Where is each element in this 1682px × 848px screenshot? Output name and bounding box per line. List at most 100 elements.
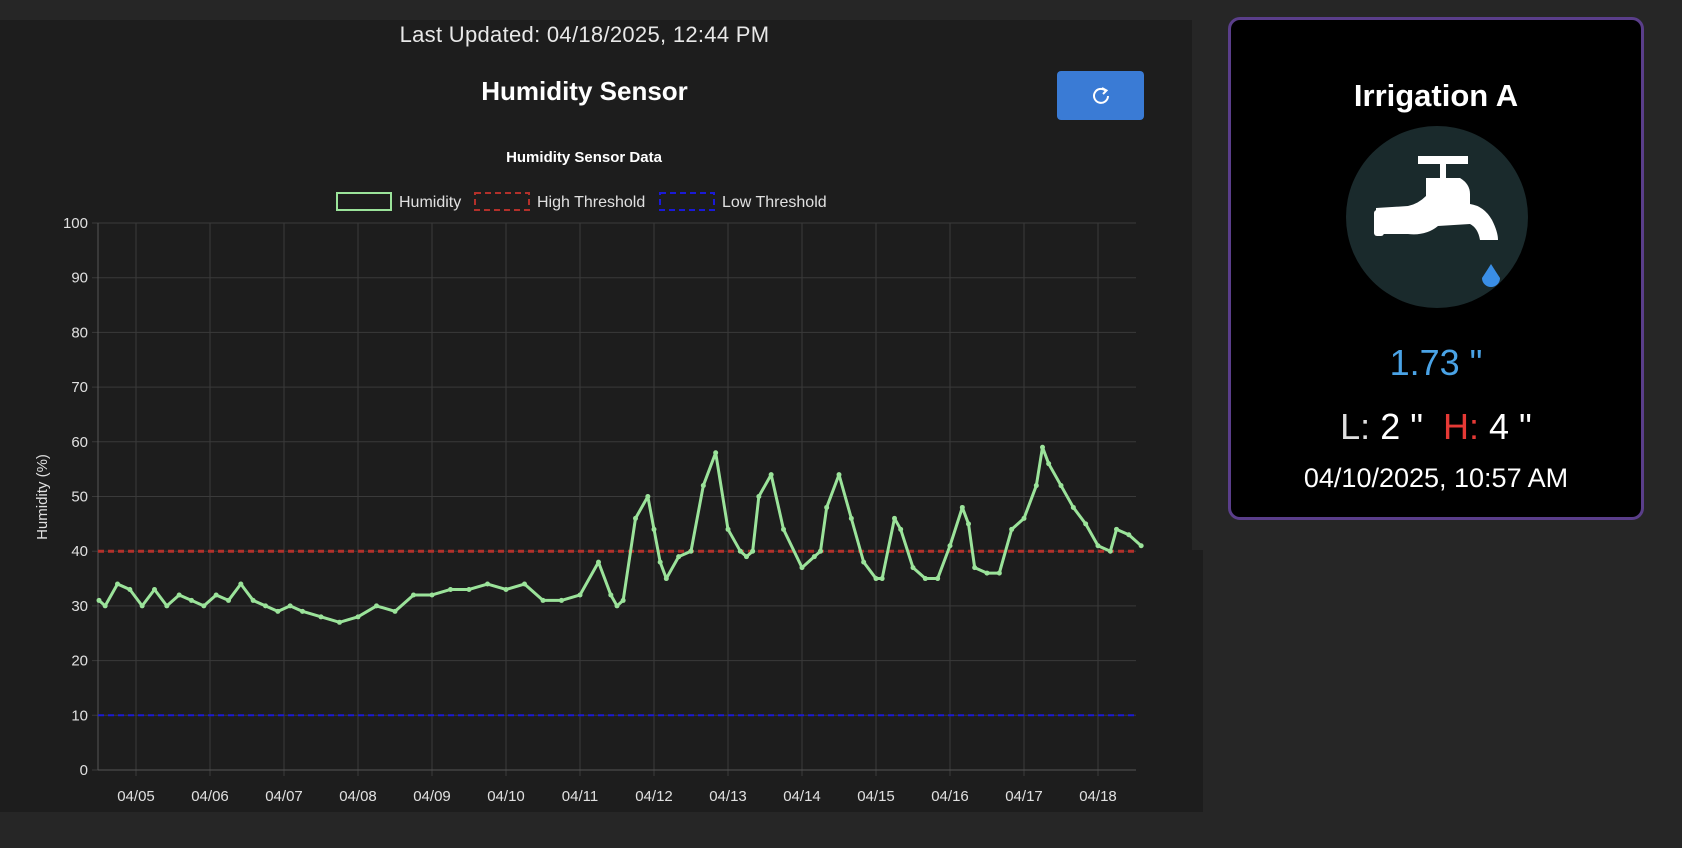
humidity-point [959, 504, 965, 510]
x-tick-label: 04/17 [1005, 788, 1043, 805]
humidity-point [1126, 532, 1132, 538]
humidity-point [596, 559, 601, 565]
chart-panel [0, 20, 1203, 812]
x-tick-label: 04/15 [857, 788, 895, 805]
legend-swatch-humidity [336, 192, 392, 211]
humidity-point [318, 614, 324, 620]
humidity-point [651, 526, 657, 532]
y-tick-label: 40 [71, 543, 88, 560]
low-threshold-label: L: [1340, 406, 1371, 447]
device-card[interactable]: Irrigation A 1.73 " L: 2 " H: 4 " 04/10/… [1228, 17, 1644, 520]
humidity-point [115, 581, 120, 587]
humidity-point [781, 526, 786, 532]
humidity-point [1114, 526, 1119, 532]
humidity-point [1107, 548, 1113, 554]
humidity-point [898, 526, 904, 532]
humidity-point [411, 592, 416, 598]
y-tick-label: 70 [71, 379, 88, 396]
humidity-point [1021, 515, 1027, 521]
y-tick-label: 80 [71, 324, 88, 341]
legend-label-humidity: Humidity [399, 194, 461, 211]
x-tick-label: 04/13 [709, 788, 747, 805]
humidity-point [355, 614, 361, 620]
humidity-point [448, 586, 453, 592]
humidity-point [873, 576, 879, 582]
humidity-point [756, 494, 762, 499]
humidity-point [922, 576, 928, 582]
humidity-point [676, 554, 682, 560]
x-tick-label: 04/06 [191, 788, 229, 805]
refresh-icon [1092, 86, 1109, 104]
humidity-point [799, 565, 805, 571]
x-tick-label: 04/16 [931, 788, 969, 805]
humidity-point [984, 570, 990, 576]
humidity-point [645, 494, 651, 499]
low-threshold-value: 2 " [1380, 406, 1423, 447]
humidity-point [392, 608, 398, 614]
x-tick-label: 04/09 [413, 788, 451, 805]
humidity-point [633, 515, 638, 521]
chart-title: Humidity Sensor Data [506, 149, 663, 166]
humidity-point [713, 450, 719, 456]
y-tick-label: 60 [71, 434, 88, 451]
humidity-point [577, 592, 583, 598]
humidity-point [226, 597, 231, 603]
legend-swatch-low-threshold [659, 192, 715, 211]
high-threshold-label: H: [1443, 406, 1480, 447]
humidity-point [152, 586, 157, 592]
humidity-point [910, 565, 916, 571]
x-tick-label: 04/10 [487, 788, 525, 805]
legend-label-high-threshold: High Threshold [537, 194, 645, 211]
x-tick-label: 04/05 [117, 788, 155, 805]
humidity-point [700, 483, 706, 489]
humidity-point [663, 576, 669, 582]
high-threshold-value: 4 " [1489, 406, 1532, 447]
humidity-point [688, 548, 694, 554]
humidity-point [1058, 483, 1064, 489]
humidity-chart: Humidity Sensor Data 0 10 20 30 40 50 60 70 80 90 1… [34, 149, 1144, 805]
legend-label-low-threshold: Low Threshold [722, 194, 827, 211]
humidity-point [608, 592, 614, 598]
humidity-point [935, 576, 941, 582]
humidity-point [189, 597, 194, 603]
humidity-point [263, 603, 268, 609]
humidity-point [1083, 521, 1089, 527]
humidity-point [614, 603, 620, 609]
y-tick-label: 20 [71, 653, 88, 670]
humidity-point [213, 592, 219, 598]
y-tick-label: 10 [71, 707, 88, 724]
y-tick-label: 100 [63, 215, 88, 232]
humidity-point [1033, 483, 1039, 489]
humidity-point [824, 504, 830, 510]
y-tick-label: 90 [71, 270, 88, 287]
device-timestamp: 04/10/2025, 10:57 AM [1303, 463, 1569, 493]
humidity-point [466, 586, 472, 592]
humidity-point [250, 597, 256, 603]
humidity-point [102, 603, 108, 609]
x-tick-label: 04/08 [339, 788, 377, 805]
humidity-point [275, 608, 281, 614]
humidity-point [559, 597, 564, 603]
y-tick-label: 30 [71, 598, 88, 615]
legend-swatch-high-threshold [474, 192, 530, 211]
humidity-point [1009, 526, 1015, 532]
humidity-point [522, 581, 527, 587]
humidity-point [1070, 504, 1076, 510]
refresh-button[interactable] [1057, 71, 1144, 120]
humidity-point [1095, 543, 1101, 549]
x-tick-label: 04/12 [635, 788, 673, 805]
humidity-point [1138, 543, 1144, 549]
humidity-point [620, 597, 626, 603]
humidity-point [287, 603, 293, 609]
humidity-point [1046, 461, 1052, 467]
humidity-point [127, 586, 133, 592]
humidity-point [861, 559, 867, 565]
humidity-point [818, 548, 823, 554]
humidity-point [176, 592, 182, 598]
humidity-point [848, 515, 854, 521]
device-reading: 1.73 " [1389, 342, 1483, 383]
humidity-point [96, 597, 102, 603]
sensor-title: Humidity Sensor [481, 76, 688, 106]
humidity-point [337, 619, 342, 625]
humidity-point [879, 576, 885, 582]
